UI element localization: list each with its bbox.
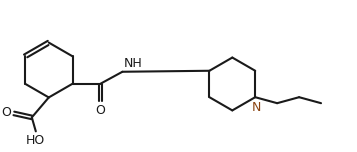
Text: HO: HO [26, 134, 45, 147]
Text: NH: NH [124, 57, 142, 70]
Text: O: O [96, 104, 105, 117]
Text: O: O [1, 106, 11, 119]
Text: N: N [252, 101, 261, 114]
